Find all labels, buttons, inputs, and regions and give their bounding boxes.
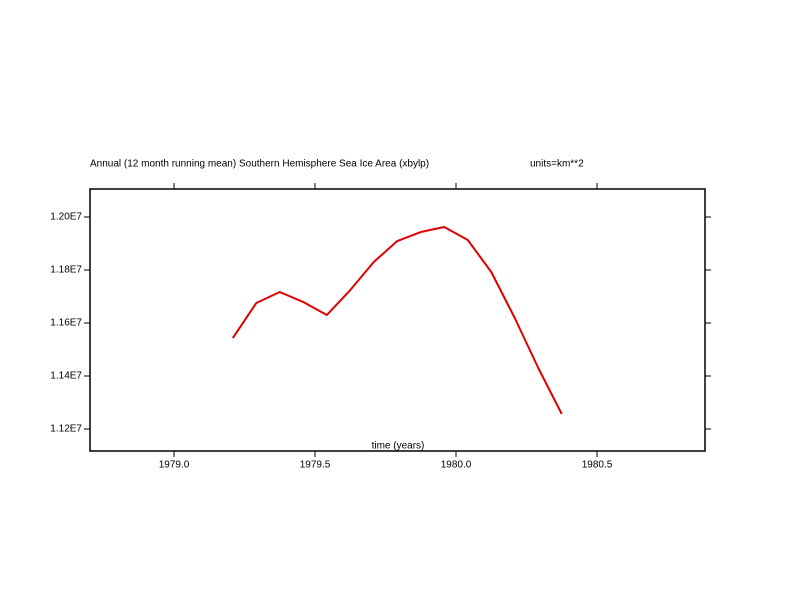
- data-line: [231, 226, 563, 415]
- y-tick-label: 1.14E7: [50, 371, 82, 382]
- x-tick-label: 1980.5: [582, 460, 613, 471]
- x-tick-label: 1979.0: [159, 460, 190, 471]
- y-tick-label: 1.18E7: [50, 265, 82, 276]
- y-tick-label: 1.12E7: [50, 424, 82, 435]
- y-tick-label: 1.16E7: [50, 318, 82, 329]
- y-tick-label: 1.20E7: [50, 212, 82, 223]
- plot-frame: [89, 188, 706, 452]
- x-tick-label: 1979.5: [300, 460, 331, 471]
- x-tick-label: 1980.0: [441, 460, 472, 471]
- chart-title: Annual (12 month running mean) Southern …: [90, 159, 429, 170]
- units-label: units=km**2: [530, 159, 584, 170]
- x-axis-label: time (years): [372, 441, 425, 452]
